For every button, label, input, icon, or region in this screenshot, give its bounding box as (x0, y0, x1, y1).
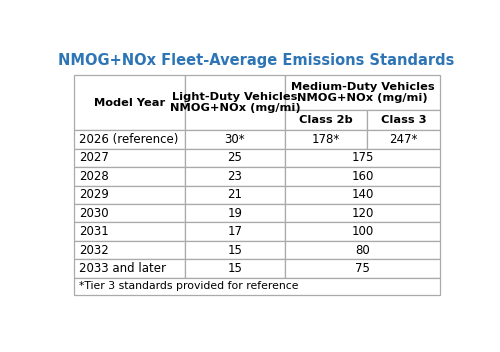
Text: 15: 15 (228, 262, 242, 275)
Text: 80: 80 (356, 244, 370, 257)
Text: *Tier 3 standards provided for reference: *Tier 3 standards provided for reference (79, 281, 298, 291)
Text: 2030: 2030 (79, 207, 108, 220)
Bar (366, 130, 440, 149)
Bar (184, 75, 286, 130)
Bar (74, 167, 184, 186)
Text: 30*: 30* (224, 133, 245, 146)
Text: 21: 21 (228, 188, 242, 201)
Bar (184, 149, 286, 167)
Bar (74, 204, 184, 222)
Text: 2027: 2027 (79, 151, 108, 164)
Bar (286, 149, 440, 167)
Bar (184, 222, 286, 241)
Bar (286, 204, 440, 222)
Text: 2026 (reference): 2026 (reference) (79, 133, 178, 146)
Bar (286, 75, 440, 110)
Text: 2033 and later: 2033 and later (79, 262, 166, 275)
Bar (286, 241, 440, 259)
Text: 175: 175 (352, 151, 374, 164)
Bar (286, 110, 366, 130)
Bar (74, 222, 184, 241)
Bar (184, 167, 286, 186)
Bar (184, 259, 286, 278)
Text: Class 2b: Class 2b (299, 115, 353, 125)
Bar (74, 186, 184, 204)
Text: 2028: 2028 (79, 170, 108, 183)
Text: 100: 100 (352, 225, 374, 238)
Bar (74, 278, 440, 295)
Text: 247*: 247* (390, 133, 417, 146)
Text: NMOG+NOx Fleet-Average Emissions Standards: NMOG+NOx Fleet-Average Emissions Standar… (58, 53, 454, 68)
Bar (286, 259, 440, 278)
Text: 17: 17 (228, 225, 242, 238)
Text: Class 3: Class 3 (380, 115, 426, 125)
Bar (286, 167, 440, 186)
Text: 120: 120 (352, 207, 374, 220)
Text: 2031: 2031 (79, 225, 108, 238)
Text: 178*: 178* (312, 133, 340, 146)
Text: 23: 23 (228, 170, 242, 183)
Bar (286, 186, 440, 204)
Text: 2032: 2032 (79, 244, 108, 257)
Bar (74, 149, 184, 167)
Bar (74, 241, 184, 259)
Bar (74, 130, 184, 149)
Bar (184, 130, 286, 149)
Text: 25: 25 (228, 151, 242, 164)
Text: Light-Duty Vehicles
NMOG+NOx (mg/mi): Light-Duty Vehicles NMOG+NOx (mg/mi) (170, 92, 300, 113)
Text: 140: 140 (352, 188, 374, 201)
Bar (184, 204, 286, 222)
Text: 2029: 2029 (79, 188, 108, 201)
Bar (286, 130, 366, 149)
Bar (184, 186, 286, 204)
Bar (286, 222, 440, 241)
Text: Model Year: Model Year (94, 98, 165, 108)
Text: 160: 160 (352, 170, 374, 183)
Text: Medium-Duty Vehicles
NMOG+NOx (mg/mi): Medium-Duty Vehicles NMOG+NOx (mg/mi) (291, 82, 434, 103)
Text: 19: 19 (228, 207, 242, 220)
Bar (184, 241, 286, 259)
Text: 15: 15 (228, 244, 242, 257)
Text: 75: 75 (356, 262, 370, 275)
Bar (74, 259, 184, 278)
Bar (366, 110, 440, 130)
Bar (74, 75, 184, 130)
